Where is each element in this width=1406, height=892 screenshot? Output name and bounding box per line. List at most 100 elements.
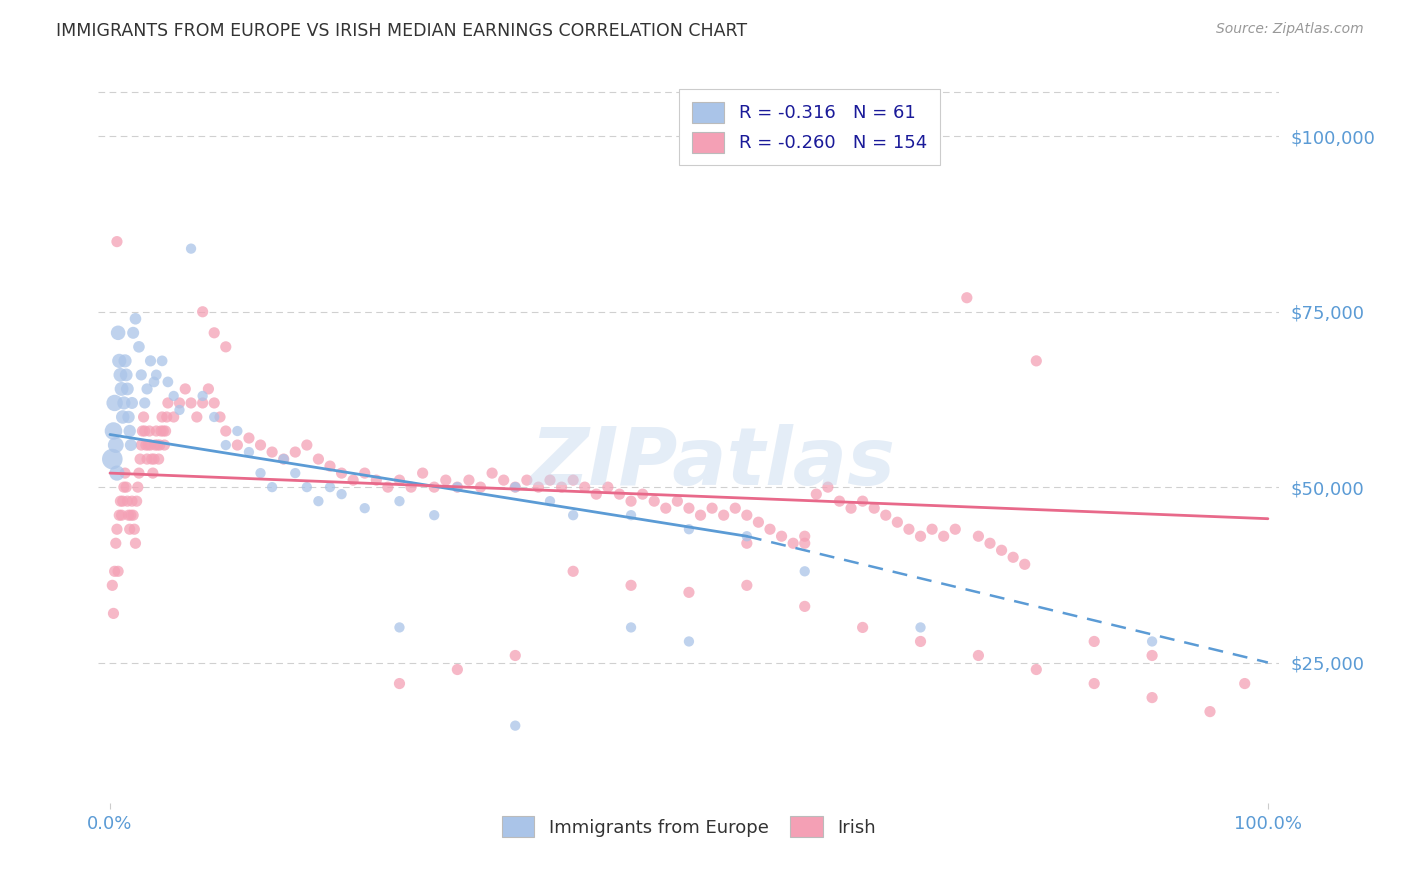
Point bbox=[131, 424, 153, 438]
Point bbox=[146, 438, 169, 452]
Point bbox=[585, 487, 607, 501]
Point bbox=[118, 424, 141, 438]
Point bbox=[1014, 558, 1036, 572]
Point bbox=[678, 585, 700, 599]
Point bbox=[596, 480, 619, 494]
Point bbox=[114, 354, 136, 368]
Point bbox=[503, 480, 526, 494]
Point bbox=[759, 522, 782, 536]
Point bbox=[208, 409, 231, 424]
Point bbox=[186, 409, 208, 424]
Point bbox=[143, 375, 166, 389]
Point bbox=[150, 409, 173, 424]
Point bbox=[262, 480, 284, 494]
Point bbox=[1083, 634, 1105, 648]
Point bbox=[1083, 676, 1105, 690]
Point bbox=[423, 480, 446, 494]
Point bbox=[527, 480, 550, 494]
Point bbox=[169, 396, 191, 410]
Point bbox=[105, 522, 128, 536]
Point bbox=[143, 452, 166, 467]
Point bbox=[353, 466, 375, 480]
Point bbox=[108, 354, 131, 368]
Point bbox=[107, 564, 129, 578]
Text: IMMIGRANTS FROM EUROPE VS IRISH MEDIAN EARNINGS CORRELATION CHART: IMMIGRANTS FROM EUROPE VS IRISH MEDIAN E… bbox=[56, 22, 748, 40]
Point bbox=[910, 529, 932, 543]
Point bbox=[446, 663, 468, 677]
Point bbox=[202, 396, 225, 410]
Point bbox=[148, 452, 170, 467]
Point bbox=[115, 368, 138, 382]
Point bbox=[238, 431, 260, 445]
Point bbox=[284, 445, 307, 459]
Point bbox=[215, 438, 238, 452]
Point bbox=[562, 564, 585, 578]
Point bbox=[110, 382, 132, 396]
Point bbox=[135, 438, 157, 452]
Point bbox=[105, 235, 128, 249]
Point bbox=[713, 508, 735, 523]
Point bbox=[202, 409, 225, 424]
Point bbox=[111, 494, 134, 508]
Point bbox=[191, 389, 214, 403]
Point bbox=[562, 473, 585, 487]
Point bbox=[104, 396, 127, 410]
Point bbox=[156, 396, 179, 410]
Point bbox=[121, 396, 143, 410]
Point bbox=[118, 522, 141, 536]
Point bbox=[169, 403, 191, 417]
Point bbox=[114, 466, 136, 480]
Point bbox=[249, 438, 271, 452]
Point bbox=[735, 508, 758, 523]
Point bbox=[678, 634, 700, 648]
Point bbox=[735, 529, 758, 543]
Point bbox=[620, 494, 643, 508]
Point bbox=[620, 620, 643, 634]
Point bbox=[129, 438, 152, 452]
Point bbox=[967, 529, 990, 543]
Point bbox=[124, 522, 146, 536]
Point bbox=[1025, 354, 1047, 368]
Point bbox=[132, 409, 155, 424]
Point bbox=[666, 494, 689, 508]
Point bbox=[967, 648, 990, 663]
Point bbox=[956, 291, 979, 305]
Point bbox=[412, 466, 434, 480]
Point bbox=[120, 438, 142, 452]
Point bbox=[562, 508, 585, 523]
Point bbox=[127, 480, 149, 494]
Point bbox=[111, 409, 134, 424]
Point bbox=[122, 326, 145, 340]
Point bbox=[990, 543, 1012, 558]
Point bbox=[910, 634, 932, 648]
Point bbox=[377, 480, 399, 494]
Point bbox=[150, 354, 173, 368]
Point bbox=[481, 466, 503, 480]
Point bbox=[249, 466, 271, 480]
Point bbox=[104, 536, 127, 550]
Point bbox=[388, 494, 411, 508]
Point bbox=[979, 536, 1001, 550]
Point bbox=[793, 599, 815, 614]
Point bbox=[366, 473, 388, 487]
Point bbox=[828, 494, 851, 508]
Point bbox=[238, 445, 260, 459]
Point bbox=[1140, 648, 1163, 663]
Point bbox=[110, 368, 132, 382]
Point bbox=[273, 452, 295, 467]
Point bbox=[117, 382, 139, 396]
Y-axis label: Median Earnings: Median Earnings bbox=[0, 373, 8, 510]
Point bbox=[110, 494, 132, 508]
Point bbox=[145, 424, 167, 438]
Point bbox=[503, 648, 526, 663]
Point bbox=[620, 508, 643, 523]
Point bbox=[139, 354, 162, 368]
Point bbox=[852, 620, 875, 634]
Point bbox=[307, 452, 329, 467]
Point bbox=[120, 508, 142, 523]
Point bbox=[689, 508, 711, 523]
Point bbox=[353, 501, 375, 516]
Point bbox=[609, 487, 631, 501]
Point bbox=[932, 529, 955, 543]
Point bbox=[388, 473, 411, 487]
